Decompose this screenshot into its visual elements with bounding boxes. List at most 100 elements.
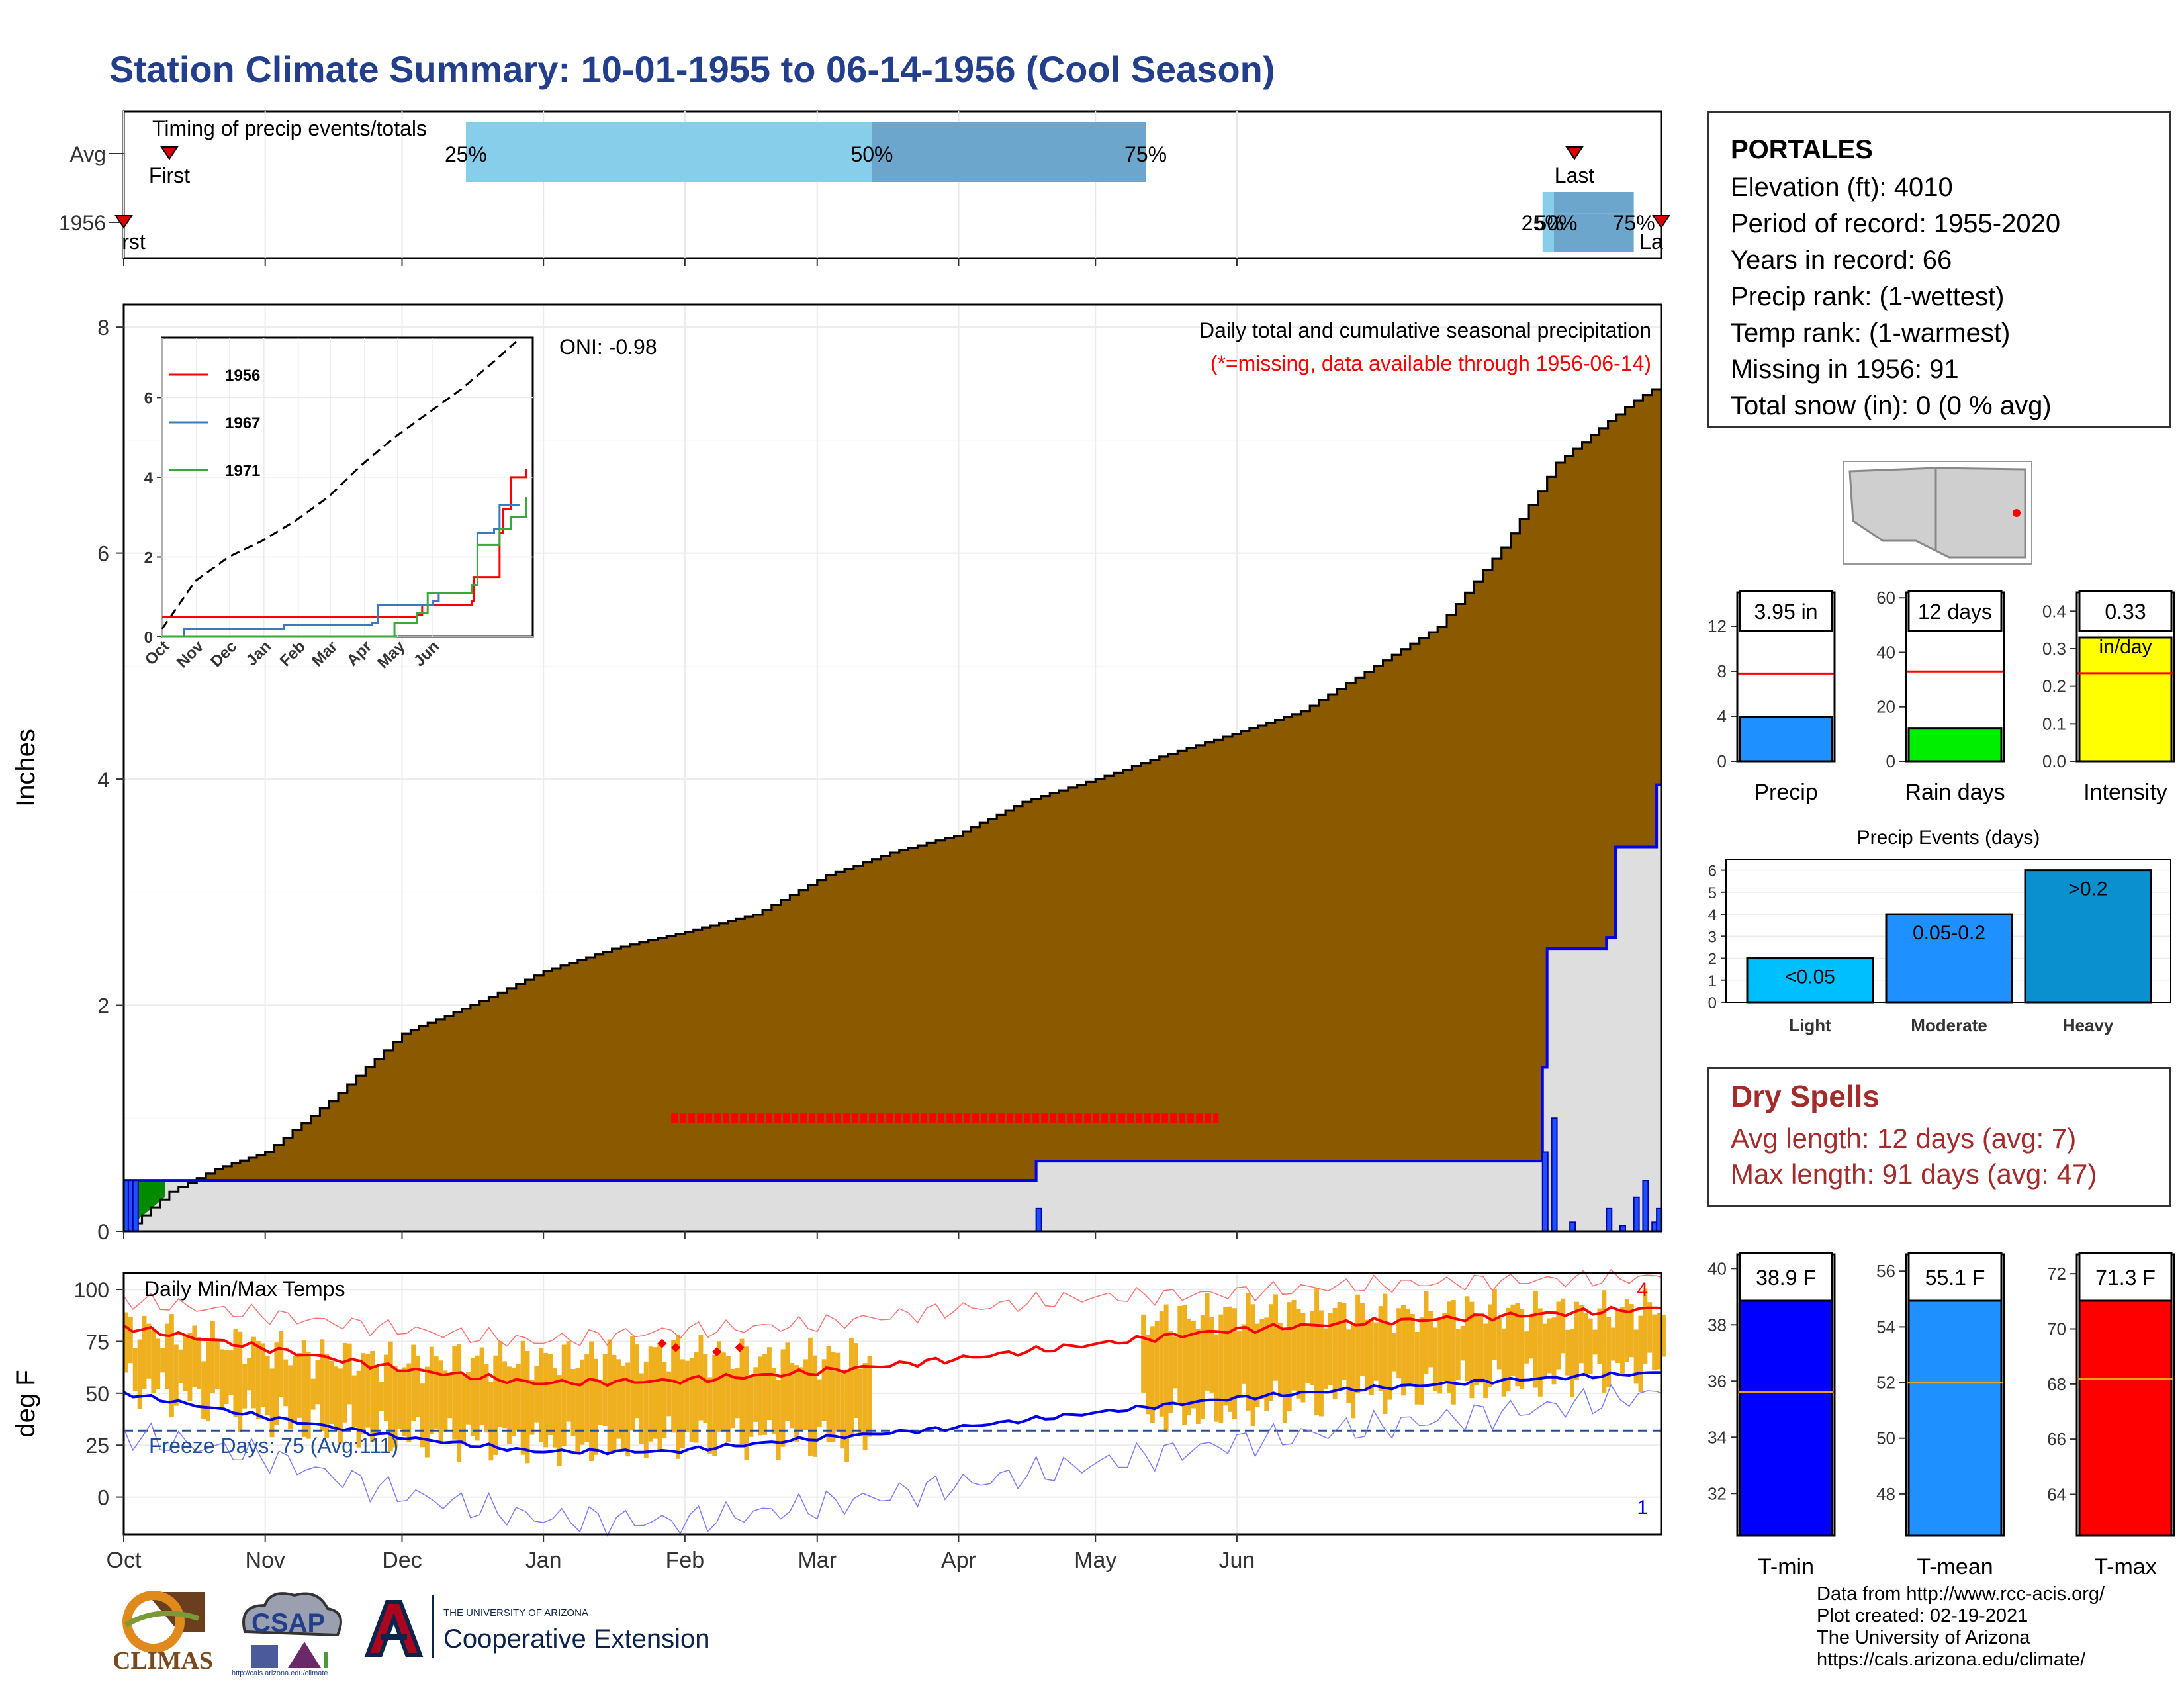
daily-temp-bar xyxy=(589,1341,594,1462)
temp-x-tick-label: Dec xyxy=(382,1548,422,1573)
daily-temp-bar xyxy=(598,1380,603,1425)
daily-temp-bar xyxy=(689,1358,694,1442)
daily-temp-bar xyxy=(502,1361,508,1429)
arizona-newmexico-map xyxy=(1848,467,2026,559)
daily-temp-bar xyxy=(1332,1307,1338,1399)
events-bar-light xyxy=(1746,957,1874,1004)
cumulative-1956-outline xyxy=(124,383,1662,1233)
daily-temp-bar xyxy=(1328,1313,1333,1385)
inset-y-tick-label: 4 xyxy=(144,469,154,487)
daily-temp-bar xyxy=(452,1346,457,1440)
daily-temp-bar xyxy=(1296,1309,1301,1399)
record-marker xyxy=(671,1342,681,1352)
credits: Data from http://www.rcc-acis.org/ Plot … xyxy=(1817,1583,2105,1671)
daily-temp-bar xyxy=(420,1383,425,1448)
daily-temp-bar xyxy=(516,1364,521,1431)
daily-temp-bar xyxy=(580,1359,585,1445)
daily-temp-bar xyxy=(1173,1336,1178,1389)
average-cumulative-area xyxy=(124,784,1661,1231)
temp-x-tick-label: Jun xyxy=(1219,1548,1255,1573)
daily-temp-bar xyxy=(1396,1308,1402,1379)
daily-temp-bar xyxy=(1373,1322,1379,1381)
daily-temp-bar xyxy=(411,1344,416,1421)
daily-temp-bar xyxy=(429,1346,434,1434)
t-mean-label-box xyxy=(1907,1252,2003,1302)
daily-temp-bar xyxy=(1588,1318,1593,1374)
daily-temp-bar xyxy=(721,1352,726,1431)
daily-temp-bar xyxy=(457,1344,462,1462)
temp-y-tick-label: 75 xyxy=(85,1330,109,1354)
daily-temp-bar xyxy=(862,1363,868,1450)
temp-x-tick-label: Mar xyxy=(797,1548,837,1573)
csap-logo-url: http://cals.arizona.edu/climate xyxy=(232,1669,328,1677)
daily-temp-bar xyxy=(630,1336,635,1431)
daily-temp-bar xyxy=(735,1368,740,1419)
precip-annotation: Daily total and cumulative seasonal prec… xyxy=(1199,318,1651,342)
y1956-p25-label: 25% xyxy=(1522,211,1564,235)
daily-temp-bar xyxy=(1592,1329,1598,1355)
daily-temp-bar xyxy=(803,1359,808,1430)
precip-y-tick-label: 0 xyxy=(97,1220,109,1244)
daily-temp-bar xyxy=(1561,1298,1566,1354)
daily-temp-bar xyxy=(1602,1290,1607,1393)
daily-temp-bar xyxy=(1510,1304,1516,1377)
events-y-tick-label: 3 xyxy=(1708,928,1717,946)
t-min-y-tick-label: 36 xyxy=(1707,1371,1727,1391)
daily-temp-bar xyxy=(1168,1331,1173,1413)
daily-temp-bar xyxy=(643,1361,649,1458)
daily-temp-bar xyxy=(1246,1293,1251,1411)
daily-temp-bar xyxy=(438,1360,443,1442)
daily-temp-bar xyxy=(142,1315,147,1389)
t-mean-y-tick-label: 48 xyxy=(1876,1484,1895,1504)
events-y-tick-label: 0 xyxy=(1708,994,1717,1012)
record-marker xyxy=(712,1347,722,1357)
station-years: Years in record: 66 xyxy=(1731,246,1952,275)
t-max-y-tick-label: 70 xyxy=(2047,1319,2066,1339)
daily-precip-bar xyxy=(132,1180,139,1233)
inset-legend-label: 1971 xyxy=(225,462,260,480)
daily-temp-bar xyxy=(416,1356,421,1417)
daily-temp-bar xyxy=(671,1340,676,1433)
daily-temp-bar xyxy=(183,1335,188,1391)
intensity-y-tick-label: 0.2 xyxy=(2042,677,2066,696)
daily-temp-bar xyxy=(1611,1327,1616,1361)
station-snow: Total snow (in): 0 (0 % avg) xyxy=(1731,391,2052,420)
daily-temp-bar xyxy=(1277,1323,1283,1397)
daily-temp-bar xyxy=(584,1354,590,1442)
daily-temp-bar xyxy=(662,1362,667,1438)
record-marker xyxy=(735,1342,745,1352)
events-bar-label: 0.05-0.2 xyxy=(1913,922,1985,944)
t-max-bar xyxy=(2078,1291,2173,1537)
daily-temp-bar xyxy=(214,1339,220,1389)
events-title: Precip Events (days) xyxy=(1857,827,2040,849)
daily-temp-bar xyxy=(684,1360,690,1432)
temp-panel-frame xyxy=(122,1272,1662,1536)
average-cumulative-line xyxy=(124,783,1661,1182)
daily-temp-bar xyxy=(1205,1293,1210,1391)
daily-temp-bar xyxy=(1163,1304,1169,1432)
daily-temp-bar xyxy=(739,1338,745,1444)
precip-panel-frame xyxy=(122,303,1662,1233)
daily-temp-bar xyxy=(206,1341,210,1422)
daily-temp-bar xyxy=(296,1352,302,1418)
daily-temp-bar xyxy=(1177,1305,1183,1404)
t-max-y-tick-label: 64 xyxy=(2047,1485,2066,1505)
daily-temp-bar xyxy=(703,1354,708,1423)
daily-temp-bar xyxy=(288,1365,293,1429)
daily-temp-bar xyxy=(785,1342,790,1421)
intensity-y-tick-label: 0.1 xyxy=(2042,714,2066,733)
daily-temp-bar xyxy=(1533,1290,1538,1388)
daily-temp-bar xyxy=(575,1368,580,1455)
avg-p50-label: 50% xyxy=(850,142,893,166)
intensity-title: Intensity xyxy=(2083,780,2167,805)
daily-temp-bar xyxy=(1652,1314,1657,1370)
daily-temp-bar xyxy=(1369,1319,1374,1395)
y1956-p50-label: 50% xyxy=(1535,211,1577,235)
daily-temp-bar xyxy=(484,1364,489,1433)
climas-logo: CLIMAS xyxy=(106,1585,218,1675)
precip-total-title: Precip xyxy=(1754,780,1817,805)
avg-max-line xyxy=(122,1305,1662,1387)
daily-temp-bar xyxy=(1154,1321,1160,1409)
events-y-tick-label: 2 xyxy=(1708,951,1717,968)
daily-temp-bar xyxy=(283,1359,289,1407)
